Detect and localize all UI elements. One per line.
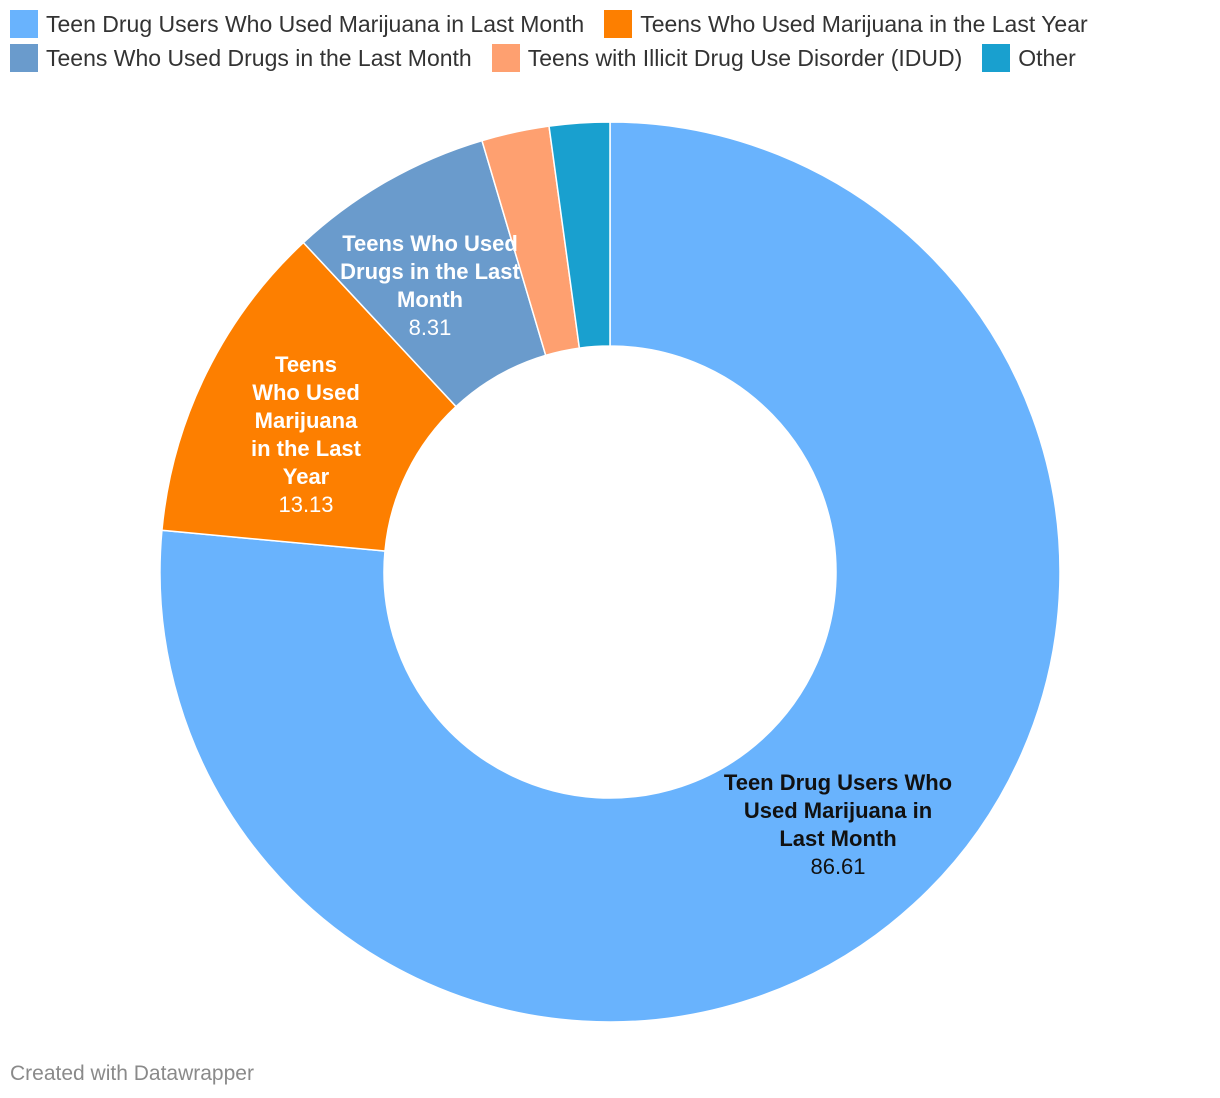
legend-label: Teen Drug Users Who Used Marijuana in La… [46, 10, 585, 37]
slice-label-line: Who Used [252, 380, 360, 405]
slice-label-line: in the Last [251, 436, 362, 461]
legend-item: Teens Who Used Drugs in the Last Month [10, 44, 472, 72]
legend-item: Teens Who Used Marijuana in the Last Yea… [604, 10, 1088, 38]
donut-slice [159, 121, 1061, 1023]
legend-swatch [10, 44, 38, 72]
credit-footer[interactable]: Created with Datawrapper [10, 1062, 254, 1085]
slice-label-line: Used Marijuana in [744, 798, 932, 823]
slice-label-line: Marijuana [255, 408, 358, 433]
legend-swatch [491, 44, 520, 72]
legend-swatch [10, 10, 38, 38]
chart-legend: Teen Drug Users Who Used Marijuana in La… [10, 10, 1210, 72]
legend-item: Teens with Illicit Drug Use Disorder (ID… [491, 44, 963, 72]
slice-label-line: Teens [275, 352, 337, 377]
slice-label-line: Teens Who Used [342, 231, 518, 256]
slice-label-line: Last Month [779, 826, 896, 851]
legend-label: Teens Who Used Marijuana in the Last Yea… [640, 10, 1088, 37]
slice-label: Teens Who Used Drugs in the Last Month 8.31 [340, 231, 520, 340]
legend-label: Other [1018, 44, 1076, 71]
legend-label: Teens with Illicit Drug Use Disorder (ID… [527, 44, 963, 71]
slice-label: Teens Who Used Marijuana in the Last Year 13.… [251, 352, 362, 517]
slice-label: Teen Drug Users Who Used Marijuana in Last… [724, 770, 952, 879]
legend-item: Teen Drug Users Who Used Marijuana in La… [10, 10, 584, 38]
slice-label-line: Month [397, 287, 463, 312]
legend-label: Teens Who Used Drugs in the Last Month [46, 44, 472, 71]
legend-item: Other [982, 44, 1076, 72]
legend-swatch [982, 44, 1011, 72]
slice-label-line: Year [283, 464, 330, 489]
legend-swatch [604, 10, 633, 38]
slice-label-line: Teen Drug Users Who [724, 770, 952, 795]
slice-value-label: 13.13 [278, 492, 333, 517]
slice-value-label: 86.61 [810, 854, 865, 879]
slice-value-label: 8.31 [409, 315, 452, 340]
donut-slice [548, 121, 611, 349]
slice-label-line: Drugs in the Last [340, 259, 520, 284]
donut-slice [161, 241, 458, 552]
